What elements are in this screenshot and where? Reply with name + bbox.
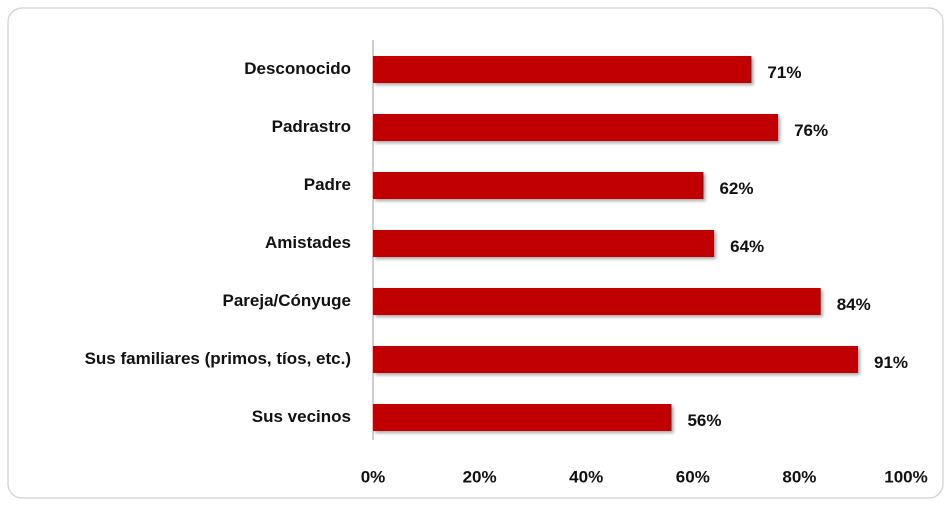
data-label: 84% — [837, 295, 871, 314]
data-label: 71% — [767, 63, 801, 82]
x-tick-label: 0% — [361, 467, 386, 486]
y-tick-label: Sus vecinos — [252, 407, 351, 426]
y-tick-label: Sus familiares (primos, tíos, etc.) — [85, 349, 351, 368]
bar — [373, 230, 715, 257]
bar — [373, 346, 859, 373]
y-tick-label: Desconocido — [244, 59, 351, 78]
y-tick-label: Padrastro — [272, 117, 351, 136]
y-tick-label: Amistades — [265, 233, 351, 252]
x-tick-label: 100% — [884, 467, 927, 486]
x-tick-label: 80% — [782, 467, 816, 486]
y-tick-label: Pareja/Cónyuge — [223, 291, 352, 310]
bar — [373, 404, 672, 431]
data-label: 56% — [687, 411, 721, 430]
x-tick-label: 60% — [676, 467, 710, 486]
y-tick-label: Padre — [304, 175, 351, 194]
x-tick-label: 20% — [463, 467, 497, 486]
bar — [373, 56, 752, 83]
bar — [373, 288, 821, 315]
data-label: 76% — [794, 121, 828, 140]
data-label: 91% — [874, 353, 908, 372]
bar — [373, 172, 704, 199]
x-tick-label: 40% — [569, 467, 603, 486]
data-label: 64% — [730, 237, 764, 256]
bar — [373, 114, 779, 141]
data-label: 62% — [719, 179, 753, 198]
